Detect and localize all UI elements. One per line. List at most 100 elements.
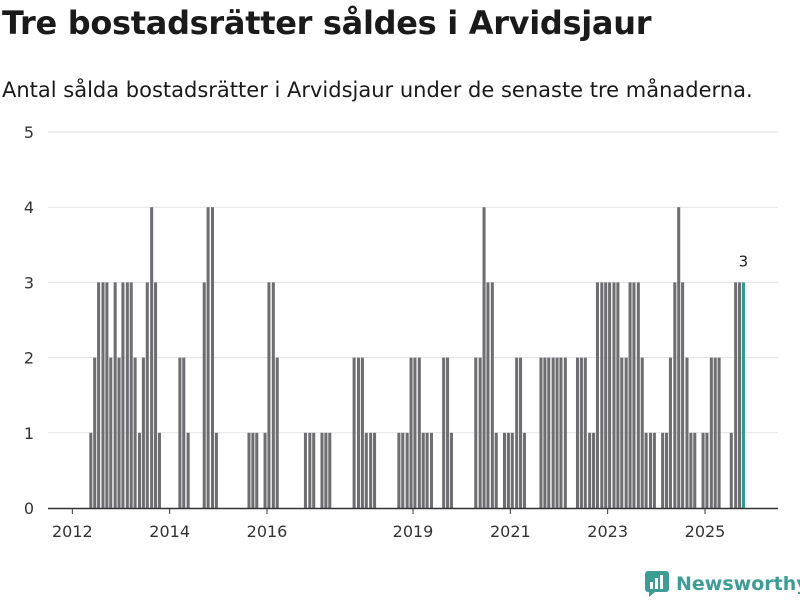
brand-logo: Newsworthy <box>644 570 800 598</box>
bar <box>401 432 405 508</box>
bar <box>685 357 689 508</box>
bar <box>105 282 109 508</box>
bar <box>701 432 705 508</box>
bar <box>446 357 450 508</box>
bar <box>693 432 697 508</box>
bar <box>186 432 190 508</box>
bar <box>583 357 587 508</box>
bar <box>97 282 101 508</box>
bar <box>713 357 717 508</box>
bar <box>738 282 742 508</box>
x-tick-label: 2021 <box>490 522 531 541</box>
bar <box>502 432 507 508</box>
bar <box>592 432 596 508</box>
bar <box>352 357 356 508</box>
bar <box>612 282 616 508</box>
bar <box>141 357 145 508</box>
bar <box>267 282 271 508</box>
bar <box>405 432 409 508</box>
x-tick-label: 2025 <box>685 522 726 541</box>
bar <box>559 357 563 508</box>
bar <box>729 432 733 508</box>
bar <box>324 432 328 508</box>
bar <box>510 432 514 508</box>
bar <box>109 357 113 508</box>
bar <box>247 432 251 508</box>
bar <box>640 357 644 508</box>
bar <box>632 282 636 508</box>
bar <box>271 282 275 508</box>
bar <box>202 282 206 508</box>
x-tick-label: 2014 <box>149 522 190 541</box>
bar <box>474 357 478 508</box>
x-axis-ticks: 2012 2014 2016 2019 2021 2023 2025 <box>52 508 725 541</box>
bar <box>494 432 498 508</box>
bar <box>588 432 592 508</box>
bar-highlight <box>741 282 745 508</box>
bar <box>551 357 555 508</box>
bar <box>648 432 653 508</box>
bar <box>490 282 494 508</box>
x-tick-label: 2019 <box>393 522 434 541</box>
bar <box>636 282 640 508</box>
brand-name: Newsworthy <box>676 573 800 595</box>
bar <box>661 432 665 508</box>
y-tick-label: 5 <box>24 123 34 142</box>
x-tick-label: 2012 <box>52 522 93 541</box>
bar <box>673 282 677 508</box>
bar <box>628 282 632 508</box>
highlight-data-label: 3 <box>739 252 749 270</box>
bar <box>547 357 551 508</box>
bar <box>154 282 158 508</box>
x-tick-label: 2023 <box>587 522 628 541</box>
bar <box>373 432 377 508</box>
bar <box>145 282 149 508</box>
bar <box>681 282 685 508</box>
bar <box>308 432 312 508</box>
bar <box>93 357 97 508</box>
bar <box>409 357 413 508</box>
bar <box>486 282 490 508</box>
gridlines <box>48 131 778 434</box>
bar <box>519 357 523 508</box>
bar <box>89 432 93 508</box>
bar <box>369 432 373 508</box>
bar <box>417 357 421 508</box>
bar <box>600 282 604 508</box>
bar <box>182 357 186 508</box>
y-tick-label: 4 <box>24 198 34 217</box>
bar <box>543 357 547 508</box>
chart-title: Tre bostadsrätter såldes i Arvidsjaur <box>2 4 652 42</box>
x-tick-label: 2016 <box>247 522 288 541</box>
bar <box>137 432 142 508</box>
bar <box>539 357 543 508</box>
bar <box>506 432 510 508</box>
bar <box>604 282 608 508</box>
bar <box>652 432 656 508</box>
bar <box>608 282 612 508</box>
bar <box>429 432 434 508</box>
bar <box>665 432 669 508</box>
bar <box>421 432 425 508</box>
bar <box>482 207 486 508</box>
bar <box>312 432 316 508</box>
bar <box>210 207 215 508</box>
bar <box>563 357 567 508</box>
bar <box>157 432 161 508</box>
bar <box>125 282 129 508</box>
bar <box>275 357 279 508</box>
bar <box>449 432 453 508</box>
bar <box>579 357 583 508</box>
bar <box>150 207 154 508</box>
y-tick-label: 0 <box>24 499 34 518</box>
bar <box>522 432 526 508</box>
bar <box>515 357 519 508</box>
bar <box>709 357 713 508</box>
bar <box>616 282 620 508</box>
bar <box>425 432 429 508</box>
bar <box>717 357 721 508</box>
bar <box>575 357 580 508</box>
y-tick-label: 3 <box>24 273 34 292</box>
bar <box>121 282 125 508</box>
bar <box>734 282 738 508</box>
